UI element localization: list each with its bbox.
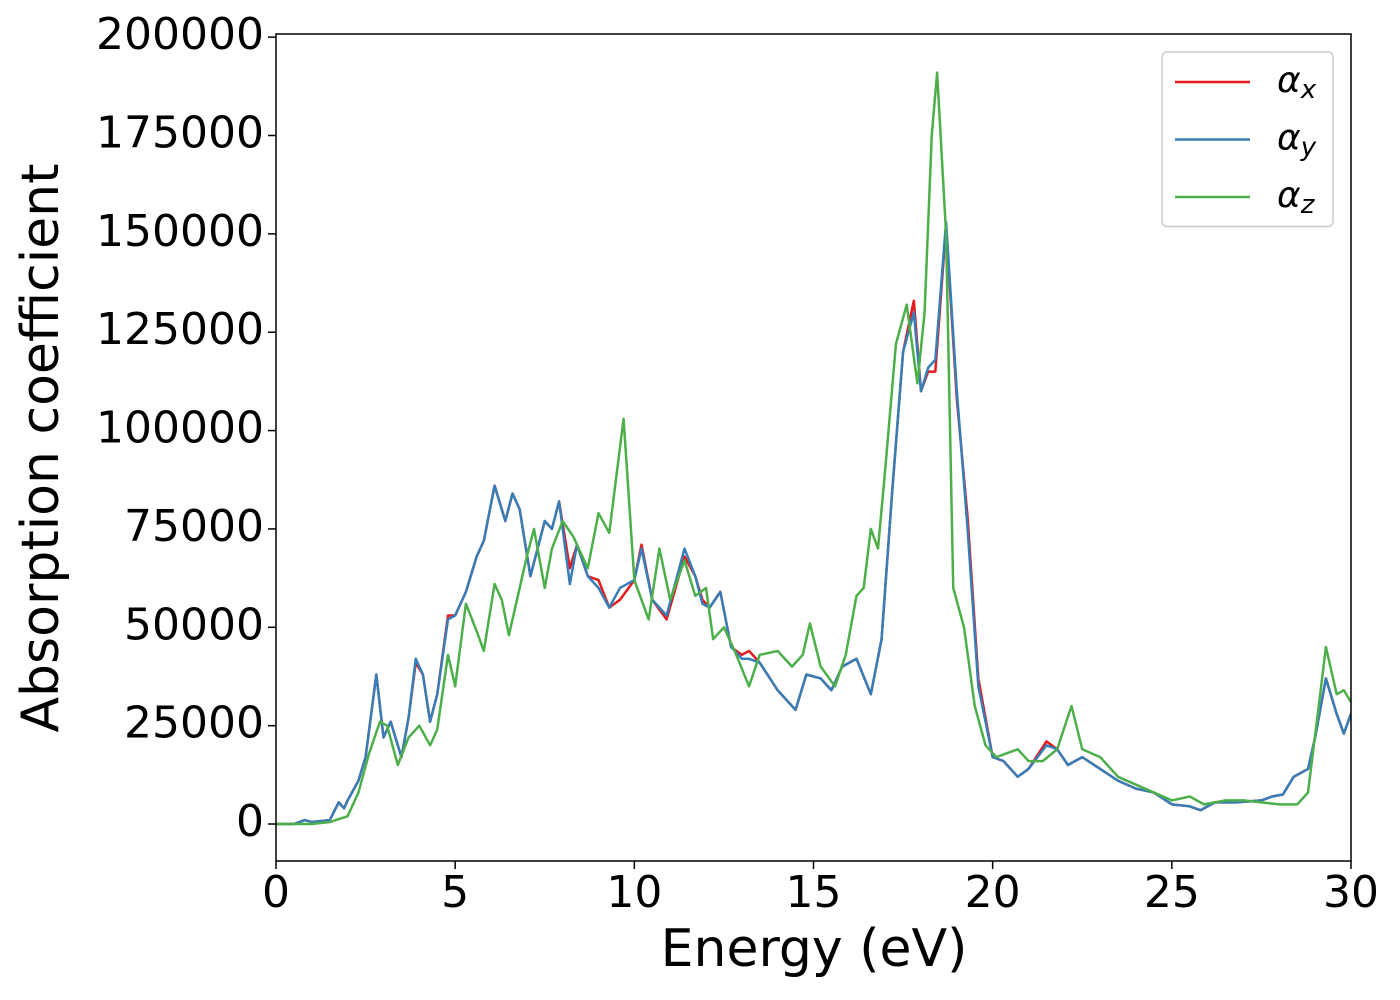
legend-label: αz xyxy=(1277,175,1316,220)
y-axis-label: Absorption coefficient xyxy=(11,163,71,732)
plot-frame xyxy=(275,33,1352,862)
y-tick-label: 150000 xyxy=(96,206,264,257)
x-tick-label: 0 xyxy=(262,867,290,918)
x-tick-label: 10 xyxy=(606,867,662,918)
x-tick-label: 5 xyxy=(441,867,469,918)
series-line xyxy=(276,224,1351,826)
y-tick-label: 125000 xyxy=(96,304,264,355)
y-tick-label: 100000 xyxy=(96,403,264,454)
y-tick-label: 0 xyxy=(236,796,264,847)
x-tick-label: 20 xyxy=(965,867,1021,918)
y-tick-label: 200000 xyxy=(96,9,264,60)
series-line xyxy=(276,71,1351,826)
x-tick-label: 30 xyxy=(1323,867,1379,918)
x-axis-label: Energy (eV) xyxy=(661,919,968,979)
y-tick-label: 50000 xyxy=(124,599,264,650)
legend-label: αx xyxy=(1277,60,1317,105)
y-tick-label: 25000 xyxy=(124,698,264,749)
y-tick-label: 175000 xyxy=(96,108,264,159)
x-tick-label: 25 xyxy=(1144,867,1200,918)
x-tick-label: 15 xyxy=(786,867,842,918)
legend-label: αy xyxy=(1277,118,1317,163)
series-line xyxy=(276,220,1351,826)
y-tick-label: 75000 xyxy=(124,501,264,552)
